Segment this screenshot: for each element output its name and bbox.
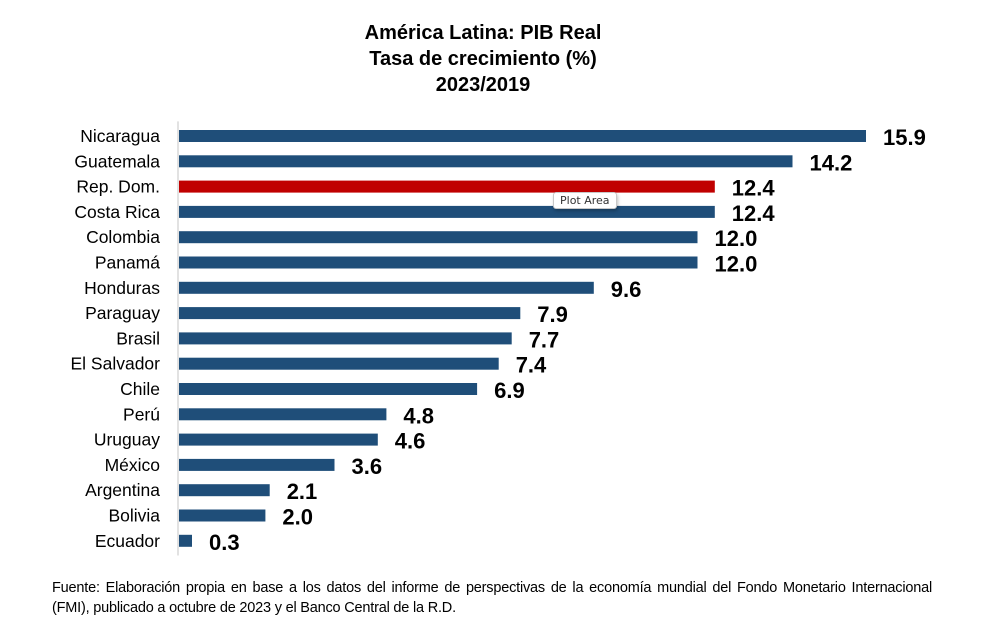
value-label-ecuador: 0.3 (209, 530, 240, 555)
value-label-chile: 6.9 (494, 378, 525, 403)
category-label-guatemala: Guatemala (74, 151, 160, 171)
category-label-rep-dom: Rep. Dom. (76, 177, 160, 197)
category-labels-group: Nicaragua Guatemala Rep. Dom. Costa Rica Col… (71, 126, 161, 551)
chart-title-line-2: Tasa de crecimiento (%) (369, 48, 597, 70)
bar-panama[interactable] (179, 256, 698, 269)
category-label-argentina: Argentina (85, 480, 160, 500)
value-label-bolivia: 2.0 (282, 505, 313, 530)
chart-title: América Latina: PIB Real Tasa de crecimi… (0, 20, 966, 98)
value-label-costa-rica: 12.4 (732, 201, 776, 226)
bar-paraguay[interactable] (179, 307, 521, 320)
category-label-ecuador: Ecuador (95, 531, 160, 551)
value-label-honduras: 9.6 (611, 277, 642, 302)
bar-chile[interactable] (179, 383, 478, 395)
bar-peru[interactable] (179, 408, 387, 421)
category-label-uruguay: Uruguay (94, 430, 160, 450)
bars-group (179, 130, 866, 547)
chart-title-line-1: América Latina: PIB Real (364, 22, 602, 44)
category-label-honduras: Honduras (84, 278, 160, 298)
value-label-colombia: 12.0 (715, 226, 758, 251)
bar-ecuador[interactable] (179, 534, 192, 547)
category-label-costa-rica: Costa Rica (74, 202, 160, 222)
bar-guatemala[interactable] (179, 155, 793, 168)
value-label-brasil: 7.7 (529, 327, 560, 352)
category-label-paraguay: Paraguay (85, 303, 160, 323)
value-label-rep-dom: 12.4 (732, 176, 776, 201)
bar-costa-rica[interactable] (179, 205, 715, 218)
value-label-el-salvador: 7.4 (516, 353, 547, 378)
category-label-peru: Perú (123, 404, 160, 424)
value-labels-group: 15.914.212.412.412.012.09.67.97.77.46.94… (209, 125, 926, 555)
plot-area-tooltip: Plot Area (553, 192, 617, 209)
value-label-peru: 4.8 (403, 403, 434, 428)
value-label-paraguay: 7.9 (537, 302, 568, 327)
bar-bolivia[interactable] (179, 509, 266, 522)
bar-mexico[interactable] (179, 458, 335, 471)
value-label-guatemala: 14.2 (810, 150, 853, 175)
bar-uruguay[interactable] (179, 433, 378, 446)
category-label-mexico: México (105, 455, 160, 475)
category-label-brasil: Brasil (116, 328, 160, 348)
value-label-panama: 12.0 (715, 252, 758, 277)
bar-nicaragua[interactable] (179, 130, 866, 142)
value-label-uruguay: 4.6 (395, 429, 426, 454)
category-label-colombia: Colombia (86, 227, 160, 247)
bar-argentina[interactable] (179, 484, 270, 497)
source-note: Fuente: Elaboración propia en base a los… (52, 580, 932, 616)
category-label-el-salvador: El Salvador (71, 354, 161, 374)
bar-brasil[interactable] (179, 332, 512, 345)
value-label-argentina: 2.1 (287, 479, 318, 504)
category-label-chile: Chile (120, 379, 160, 399)
bar-el-salvador[interactable] (179, 357, 499, 370)
chart-title-line-3: 2023/2019 (435, 74, 531, 96)
category-label-bolivia: Bolivia (108, 506, 160, 526)
bar-honduras[interactable] (179, 281, 594, 294)
value-label-mexico: 3.6 (352, 454, 383, 479)
value-label-nicaragua: 15.9 (883, 125, 926, 150)
category-label-nicaragua: Nicaragua (80, 126, 160, 146)
bar-rep-dom[interactable] (179, 180, 715, 193)
category-label-panama: Panamá (95, 253, 160, 273)
bar-colombia[interactable] (179, 231, 698, 244)
